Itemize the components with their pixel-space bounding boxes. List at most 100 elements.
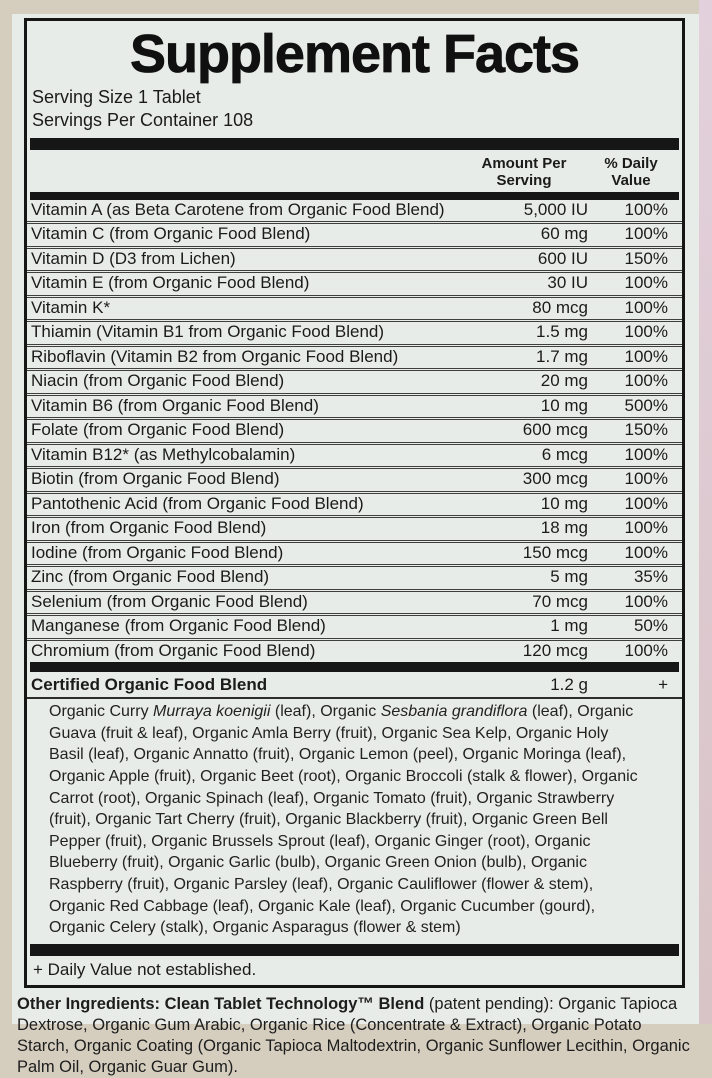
nutrient-name: Iodine (from Organic Food Blend) [31, 542, 284, 562]
packaging-edge-strip [699, 0, 712, 1024]
nutrient-name: Vitamin E (from Organic Food Blend) [31, 273, 310, 293]
nutrient-amount: 600 mcg [522, 420, 588, 440]
separator-bar [30, 137, 679, 150]
nutrient-name: Niacin (from Organic Food Blend) [31, 371, 285, 391]
blend-name: Certified Organic Food Blend [31, 675, 268, 695]
nutrient-row: Vitamin C (from Organic Food Blend) 60 mg… [27, 221, 682, 246]
nutrient-amount: 10 mg [540, 493, 588, 513]
nutrient-row: Chromium (from Organic Food Blend) 120 mc… [27, 637, 682, 663]
nutrient-dv: 100% [624, 542, 668, 562]
nutrient-amount: 600 IU [537, 248, 588, 268]
nutrients-table: Vitamin A (as Beta Carotene from Organic… [27, 200, 682, 663]
nutrient-name: Pantothenic Acid (from Organic Food Blen… [31, 493, 364, 513]
other-ingredients: Other Ingredients: Clean Tablet Technolo… [12, 988, 699, 1078]
nutrient-name: Zinc (from Organic Food Blend) [31, 567, 270, 587]
separator-bar [30, 662, 679, 673]
nutrient-row: Iodine (from Organic Food Blend) 150 mcg 1… [27, 539, 682, 565]
nutrient-row: Riboflavin (Vitamin B2 from Organic Food… [27, 343, 682, 369]
nutrient-dv: 100% [624, 273, 668, 293]
nutrient-row: Zinc (from Organic Food Blend) 5 mg 35% [27, 564, 682, 589]
nutrient-name: Manganese (from Organic Food Blend) [31, 616, 326, 636]
nutrient-dv: 100% [624, 322, 668, 342]
nutrient-dv: 150% [624, 248, 668, 268]
blend-header-row: Certified Organic Food Blend 1.2 g + [27, 672, 682, 700]
nutrient-dv: 100% [624, 591, 668, 611]
nutrient-row: Vitamin E (from Organic Food Blend) 30 IU… [27, 270, 682, 295]
nutrient-amount: 300 mcg [522, 469, 588, 489]
nutrient-row: Selenium (from Organic Food Blend) 70 mcg… [27, 588, 682, 614]
nutrient-amount: 5 mg [550, 567, 588, 587]
package-photo: { "label": { "title": "Supplement Facts"… [12, 0, 712, 1076]
nutrient-dv: 50% [633, 616, 668, 636]
blend-text-segment: (leaf), Organic [270, 703, 381, 721]
supplement-label: Supplement Facts Serving Size 1 Tablet S… [12, 14, 699, 1076]
nutrient-row: Biotin (from Organic Food Blend) 300 mcg 1… [27, 466, 682, 491]
nutrient-row: Vitamin A (as Beta Carotene from Organic… [27, 200, 682, 222]
separator-bar [30, 943, 679, 956]
serving-size-text: Serving Size 1 Tablet [32, 86, 201, 107]
nutrient-row: Folate (from Organic Food Blend) 600 mcg 1… [27, 417, 682, 442]
nutrient-dv: 100% [624, 493, 668, 513]
nutrient-amount: 1.7 mg [536, 346, 588, 366]
nutrient-name: Vitamin K* [31, 297, 111, 317]
nutrient-amount: 70 mcg [532, 591, 588, 611]
nutrient-amount: 30 IU [547, 273, 588, 293]
other-ingredients-lead: Other Ingredients: Clean Tablet Technolo… [17, 994, 425, 1013]
nutrient-row: Vitamin B6 (from Organic Food Blend) 10 m… [27, 392, 682, 418]
nutrient-dv: 100% [624, 444, 668, 464]
nutrient-name: Vitamin C (from Organic Food Blend) [31, 224, 311, 244]
nutrient-row: Manganese (from Organic Food Blend) 1 mg 5… [27, 613, 682, 638]
nutrient-name: Iron (from Organic Food Blend) [31, 518, 267, 538]
nutrient-amount: 6 mcg [541, 444, 588, 464]
nutrient-name: Selenium (from Organic Food Blend) [31, 591, 308, 611]
column-headers: Amount Per Serving % Daily Value [27, 150, 682, 192]
nutrient-name: Chromium (from Organic Food Blend) [31, 640, 316, 660]
nutrient-name: Riboflavin (Vitamin B2 from Organic Food… [31, 346, 399, 366]
daily-value-footnote: + Daily Value not established. [33, 959, 257, 979]
nutrient-amount: 120 mcg [522, 640, 588, 660]
nutrient-row: Thiamin (Vitamin B1 from Organic Food Bl… [27, 319, 682, 344]
page-title: Supplement Facts [129, 24, 581, 84]
nutrient-row: Vitamin D (D3 from Lichen) 600 IU 150% [27, 245, 682, 271]
nutrient-dv: 35% [633, 567, 668, 587]
nutrient-dv: 100% [624, 297, 668, 317]
blend-species-name: Murraya koenigii [153, 703, 271, 721]
nutrient-name: Folate (from Organic Food Blend) [31, 420, 285, 440]
percent-daily-value-header: % Daily Value [604, 154, 658, 189]
nutrient-dv: 100% [624, 199, 668, 219]
nutrient-amount: 5,000 IU [523, 199, 588, 219]
nutrient-dv: 150% [624, 420, 668, 440]
blend-text-segment: (leaf), Organic Guava (fruit & leaf), Or… [49, 703, 638, 937]
nutrient-dv: 100% [624, 224, 668, 244]
blend-amount: 1.2 g [550, 675, 588, 695]
blend-dv: + [658, 675, 668, 695]
amount-per-serving-header: Amount Per Serving [481, 154, 567, 189]
nutrient-name: Vitamin B6 (from Organic Food Blend) [31, 395, 319, 415]
nutrient-row: Vitamin K* 80 mcg 100% [27, 294, 682, 320]
nutrient-name: Biotin (from Organic Food Blend) [31, 469, 280, 489]
blend-text-segment: Organic Curry [49, 703, 154, 721]
supplement-facts-box: Supplement Facts Serving Size 1 Tablet S… [24, 18, 685, 988]
nutrient-name: Vitamin D (D3 from Lichen) [31, 248, 236, 268]
nutrient-amount: 1 mg [550, 616, 588, 636]
blend-species-name: Sesbania grandiflora [380, 703, 528, 721]
nutrient-name: Thiamin (Vitamin B1 from Organic Food Bl… [31, 322, 385, 342]
nutrient-dv: 100% [624, 469, 668, 489]
nutrient-row: Vitamin B12* (as Methylcobalamin) 6 mcg 10… [27, 441, 682, 467]
blend-ingredients: Organic Curry Murraya koenigii (leaf), O… [27, 699, 682, 944]
nutrient-amount: 150 mcg [522, 542, 588, 562]
separator-bar [30, 191, 679, 200]
nutrient-dv: 500% [624, 395, 668, 415]
nutrient-amount: 18 mg [540, 518, 588, 538]
servings-per-container-text: Servings Per Container 108 [32, 109, 254, 130]
nutrient-row: Niacin (from Organic Food Blend) 20 mg 100… [27, 368, 682, 393]
nutrient-amount: 10 mg [540, 395, 588, 415]
nutrient-dv: 100% [624, 371, 668, 391]
nutrient-row: Iron (from Organic Food Blend) 18 mg 100% [27, 515, 682, 540]
nutrient-amount: 20 mg [540, 371, 588, 391]
nutrient-amount: 80 mcg [532, 297, 588, 317]
serving-info: Serving Size 1 Tablet Servings Per Conta… [27, 84, 682, 138]
nutrient-amount: 1.5 mg [536, 322, 588, 342]
nutrient-dv: 100% [624, 346, 668, 366]
nutrient-dv: 100% [624, 518, 668, 538]
